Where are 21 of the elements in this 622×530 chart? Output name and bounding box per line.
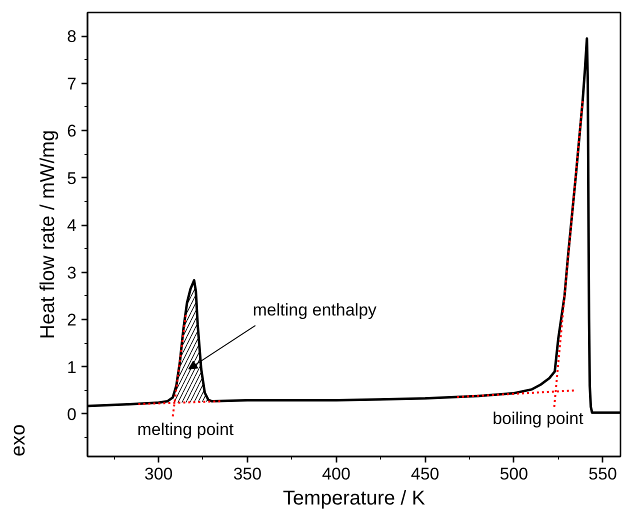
y-axis-title: Heat flow rate / mW/mg	[37, 130, 60, 339]
annotation: melting enthalpy	[252, 300, 378, 320]
x-tick-label: 400	[322, 464, 350, 484]
y-tick-label: 2	[67, 310, 77, 330]
y-tick-label: 1	[67, 358, 77, 377]
x-tick-label: 550	[588, 464, 617, 484]
x-tick-label: 500	[500, 464, 528, 484]
x-tick-label: 350	[233, 464, 262, 484]
y-tick-label: 0	[67, 404, 77, 424]
y-tick-label: 7	[67, 74, 77, 94]
y-tick-label: 6	[67, 122, 77, 141]
annotation: boiling point	[492, 409, 584, 428]
y-tick-label: 3	[67, 263, 77, 282]
annotation: melting point	[137, 420, 234, 440]
text: exo	[8, 424, 30, 456]
x-tick-label: 300	[144, 464, 173, 484]
y-tick-label: 5	[67, 168, 77, 188]
x-tick-label: 450	[410, 464, 440, 484]
y-tick-label: 4	[67, 216, 77, 236]
y-tick-label: 8	[67, 27, 77, 46]
x-axis-title: Temperature / K	[282, 488, 426, 510]
